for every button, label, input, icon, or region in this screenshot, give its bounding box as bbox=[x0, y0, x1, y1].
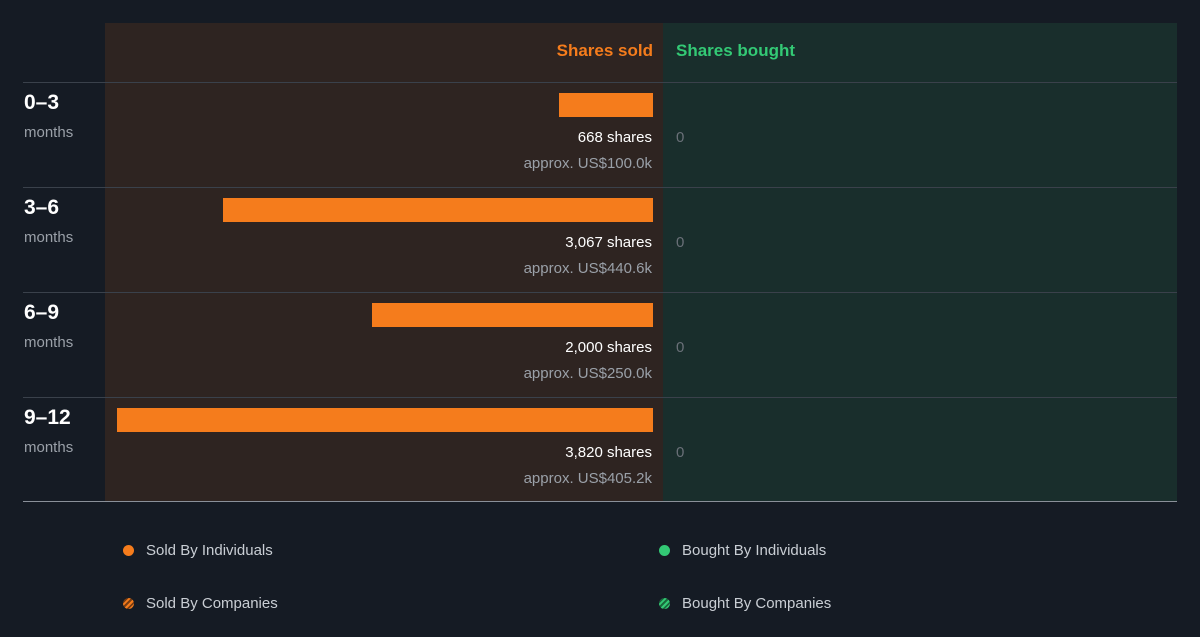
sold-bar-3-6[interactable] bbox=[223, 198, 653, 222]
period-unit: months bbox=[24, 439, 74, 456]
row-label-9-12: 9–12 months bbox=[24, 406, 73, 458]
sold-value-label: approx. US$405.2k bbox=[523, 470, 652, 487]
legend-bought-by-individuals[interactable]: Bought By Individuals bbox=[682, 542, 827, 559]
period-unit: months bbox=[24, 334, 74, 351]
divider bbox=[23, 187, 1177, 188]
period-unit: months bbox=[24, 124, 74, 141]
divider bbox=[23, 397, 1177, 398]
legend-sold-by-individuals[interactable]: Sold By Individuals bbox=[146, 542, 273, 559]
row-label-3-6: 3–6 months bbox=[24, 196, 73, 248]
sold-shares-label: 668 shares bbox=[577, 129, 652, 146]
period-label: 6–9 bbox=[24, 301, 60, 324]
bought-shares-label: 0 bbox=[676, 234, 685, 251]
sold-companies-hatched-icon bbox=[123, 598, 134, 609]
legend-bought-by-companies[interactable]: Bought By Companies bbox=[682, 595, 832, 612]
bought-individuals-dot-icon bbox=[659, 545, 670, 556]
chart-baseline bbox=[23, 501, 1177, 502]
sold-shares-label: 3,820 shares bbox=[565, 444, 652, 461]
sold-value-label: approx. US$100.0k bbox=[523, 155, 652, 172]
sold-bar-9-12[interactable] bbox=[117, 408, 653, 432]
shares-sold-header: Shares sold bbox=[556, 41, 653, 60]
sold-value-label: approx. US$250.0k bbox=[523, 365, 652, 382]
sold-individuals-dot-icon bbox=[123, 545, 134, 556]
shares-bought-header: Shares bought bbox=[676, 41, 796, 60]
divider bbox=[23, 82, 1177, 83]
sold-bar-6-9[interactable] bbox=[372, 303, 653, 327]
sold-shares-label: 3,067 shares bbox=[565, 234, 652, 251]
sold-bar-0-3[interactable] bbox=[559, 93, 653, 117]
divider bbox=[23, 292, 1177, 293]
bought-shares-label: 0 bbox=[676, 129, 685, 146]
period-label: 3–6 bbox=[24, 196, 60, 219]
row-label-6-9: 6–9 months bbox=[24, 301, 73, 353]
sold-shares-label: 2,000 shares bbox=[565, 339, 652, 356]
period-label: 9–12 bbox=[24, 406, 71, 429]
shares-bought-panel bbox=[663, 23, 1177, 501]
period-unit: months bbox=[24, 229, 74, 246]
bought-shares-label: 0 bbox=[676, 339, 685, 356]
bought-shares-label: 0 bbox=[676, 444, 685, 461]
bought-companies-hatched-icon bbox=[659, 598, 670, 609]
sold-value-label: approx. US$440.6k bbox=[523, 260, 652, 277]
legend-sold-by-companies[interactable]: Sold By Companies bbox=[146, 595, 278, 612]
period-label: 0–3 bbox=[24, 91, 60, 114]
row-label-0-3: 0–3 months bbox=[24, 91, 73, 143]
